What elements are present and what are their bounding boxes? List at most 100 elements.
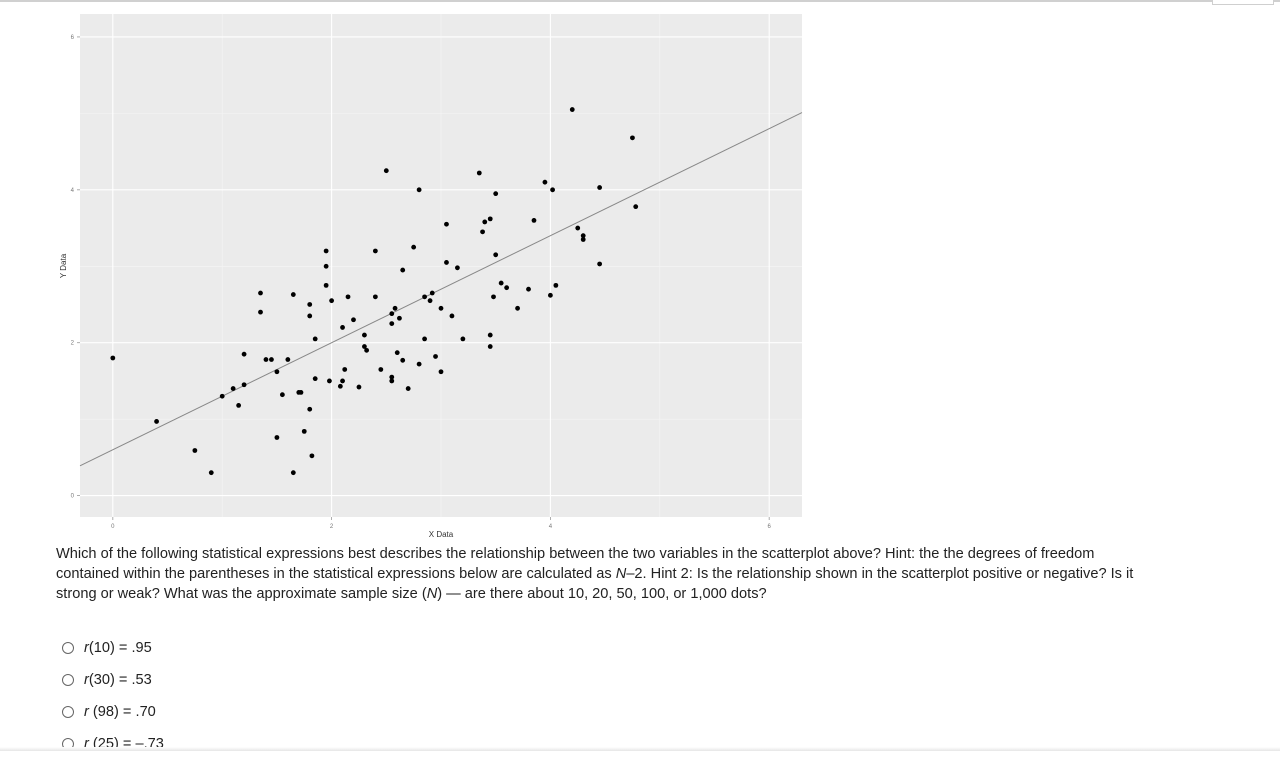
data-point [312,336,318,342]
data-point [340,325,345,330]
data-point [274,369,280,375]
option-2[interactable]: r(30) = .53 [62,664,164,696]
data-point [307,406,313,412]
y-tick-label: 2 [71,341,75,347]
data-point [230,386,236,391]
data-point [580,233,586,239]
data-point [515,305,520,311]
data-point [290,470,296,476]
data-point [444,221,449,227]
data-point [550,187,555,193]
data-point [433,354,438,359]
radio-button[interactable] [62,642,74,654]
grid-major [80,14,802,517]
data-point [372,294,378,300]
data-point [597,185,603,190]
data-point [493,252,499,258]
data-point [405,386,411,391]
data-point [323,263,329,269]
option-label: r (98) = .70 [84,704,156,720]
data-point [482,219,488,225]
data-point [575,225,581,231]
option-3[interactable]: r (98) = .70 [62,696,164,728]
question-part-1: Which of the following statistical expre… [56,546,1095,582]
data-point [553,282,559,288]
data-point [301,428,307,434]
data-point [323,282,329,288]
data-point [633,204,639,210]
x-tick-label: 4 [549,524,553,530]
data-point [329,298,335,304]
data-point [309,453,315,459]
data-point [298,389,304,395]
data-point [383,168,389,174]
x-tick-label: 0 [111,524,115,530]
data-point [389,378,395,384]
x-axis-label: X Data [429,530,454,539]
data-point [422,294,427,300]
radio-button[interactable] [62,706,74,718]
bottom-shadow [0,747,1280,751]
data-point [279,392,285,398]
top-right-tab [1212,0,1274,5]
data-point [429,290,435,296]
data-point [154,419,159,424]
data-point [362,332,367,338]
data-point [400,267,406,273]
question-text: Which of the following statistical expre… [56,544,1136,604]
data-point [327,378,332,384]
data-point [493,191,499,197]
data-point [504,285,510,291]
x-tick-label: 6 [768,524,772,530]
data-point [342,367,348,372]
data-point [476,170,482,176]
data-point [285,357,291,362]
data-point [362,344,367,349]
y-axis-ticks: 0 2 4 6 [71,35,80,500]
data-point [364,347,370,353]
top-border [0,0,1280,2]
data-point [455,265,460,271]
data-point [531,217,537,223]
data-point [290,292,296,297]
data-point [219,393,225,399]
data-point [427,298,433,304]
scatterplot-svg: 0 2 4 6 0 2 4 6 X Data Y Data [59,14,803,539]
data-point [274,435,280,440]
data-point [345,294,351,300]
question-part-3: ) — are there about 10, 20, 50, 100, or … [437,586,767,602]
data-point [192,448,198,453]
data-point [498,280,504,286]
data-point [307,302,313,307]
scatterplot-chart: 0 2 4 6 0 2 4 6 X Data Y Data [0,0,820,545]
data-point [394,350,400,356]
data-points [110,107,639,476]
x-axis-ticks: 0 2 4 6 [111,517,772,530]
data-point [241,351,247,357]
data-point [397,315,402,321]
x-tick-label: 2 [330,524,334,530]
question-part-2: –2. Hint 2: Is the relationship shown in… [56,566,1134,602]
radio-button[interactable] [62,674,74,686]
data-point [307,313,313,319]
option-4[interactable]: r (25) = –.73 [62,728,164,760]
answer-options: r(10) = .95 r(30) = .53 r (98) = .70 r (… [62,632,164,760]
data-point [542,179,548,185]
option-label: r(10) = .95 [84,640,152,656]
data-point [547,292,553,298]
question-n-1: N [615,566,627,582]
data-point [438,369,444,375]
y-tick-label: 6 [71,35,75,41]
data-point [487,332,493,338]
data-point [491,294,496,300]
regression-line-segment [79,112,803,467]
data-point [487,344,493,349]
data-point [487,216,493,222]
y-axis-label: Y Data [59,253,68,278]
data-point [597,261,603,267]
data-point [422,336,427,342]
data-point [400,357,406,363]
data-point [389,311,395,317]
option-1[interactable]: r(10) = .95 [62,632,164,664]
data-point [372,248,378,254]
